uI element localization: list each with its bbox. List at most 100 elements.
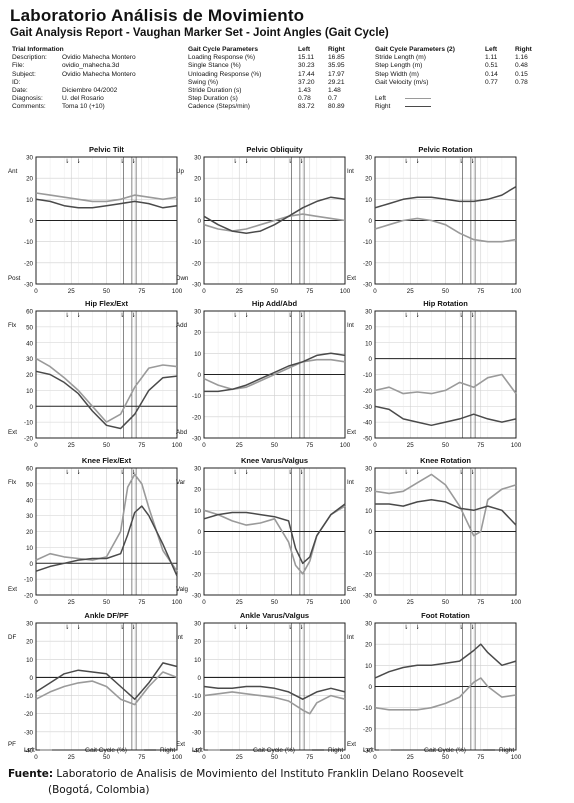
- legend-axis-title: Gait Cycle (%): [85, 747, 127, 754]
- x-tick-label: 50: [442, 442, 449, 449]
- x-tick-label: 25: [68, 288, 75, 295]
- trial-info-heading: Trial Information: [12, 46, 64, 53]
- y-tick-label: 20: [365, 487, 372, 494]
- x-tick-label: 25: [407, 754, 414, 761]
- event-marker-icon: ⇂: [119, 624, 124, 631]
- x-tick-label: 75: [477, 442, 484, 449]
- x-tick-label: 50: [271, 442, 278, 449]
- legend-right-swatch: [405, 105, 431, 108]
- plot-frame: [35, 156, 178, 285]
- x-tick-label: 100: [511, 288, 522, 295]
- param-left: 30.23: [298, 62, 315, 70]
- trial-label: Subject:: [12, 70, 36, 78]
- y-tick-label: 10: [365, 663, 372, 670]
- x-tick-label: 0: [202, 599, 206, 606]
- x-tick-label: 75: [477, 599, 484, 606]
- param-right: 0.78: [515, 78, 528, 86]
- y-tick-label: -20: [363, 726, 373, 733]
- event-marker-icon: ⇂: [470, 469, 475, 476]
- y-tick-label: 0: [30, 404, 34, 411]
- x-tick-label: 0: [202, 754, 206, 761]
- series-line-left: [35, 357, 178, 423]
- direction-label-top: Add: [176, 322, 188, 329]
- series-line-right: [204, 352, 346, 393]
- y-tick-label: 0: [30, 218, 34, 225]
- param-left: 0.78: [298, 95, 311, 103]
- x-tick-label: 75: [138, 288, 145, 295]
- y-tick-label: 0: [198, 218, 202, 225]
- event-marker-icon: ⇂: [131, 158, 136, 165]
- x-tick-label: 50: [442, 754, 449, 761]
- x-tick-label: 0: [34, 754, 38, 761]
- y-tick-label: 10: [194, 657, 201, 664]
- y-tick-label: 0: [369, 218, 373, 225]
- x-tick-label: 100: [511, 442, 522, 449]
- x-tick-label: 100: [172, 288, 183, 295]
- chart-panel: Hip Rotation -50 -40 -30 -20 -10 0 10 20 30 0 25 50 7…: [347, 299, 522, 449]
- chart-title: Ankle DF/PF: [84, 611, 129, 620]
- legend-left-text: Left: [24, 747, 35, 754]
- y-tick-label: 20: [194, 487, 201, 494]
- x-tick-label: 75: [477, 288, 484, 295]
- legend-right-label: Right: [375, 103, 391, 111]
- report-subtitle: Gait Analysis Report - Vaughan Marker Se…: [10, 27, 389, 39]
- report-title: Laboratorio Análisis de Movimiento: [10, 6, 305, 25]
- trial-label: Description:: [12, 54, 47, 62]
- y-tick-label: 20: [26, 176, 33, 183]
- event-marker-icon: ⇂: [76, 312, 81, 319]
- series-line-left: [374, 677, 517, 711]
- x-tick-label: 75: [306, 288, 313, 295]
- x-tick-label: 75: [306, 442, 313, 449]
- x-tick-label: 100: [511, 754, 522, 761]
- series-line-right: [203, 196, 346, 234]
- y-tick-label: -20: [24, 260, 34, 267]
- y-tick-label: 0: [198, 372, 202, 379]
- y-tick-label: -10: [192, 693, 202, 700]
- legend-right-text: Right: [499, 747, 514, 754]
- x-tick-label: 50: [442, 288, 449, 295]
- event-marker-icon: ⇂: [415, 312, 420, 319]
- event-marker-icon: ⇂: [119, 312, 124, 319]
- y-tick-label: 20: [365, 176, 372, 183]
- y-tick-label: 20: [26, 529, 33, 536]
- event-marker-icon: ⇂: [76, 158, 81, 165]
- event-marker-icon: ⇂: [65, 469, 70, 476]
- trial-label: File:: [12, 62, 25, 70]
- y-tick-label: -20: [192, 260, 202, 267]
- param-right: 29.21: [328, 78, 345, 86]
- x-tick-label: 75: [477, 754, 484, 761]
- y-tick-label: 0: [30, 675, 34, 682]
- event-marker-icon: ⇂: [244, 624, 249, 631]
- y-tick-label: 10: [365, 508, 372, 515]
- legend-left-text: Left: [192, 747, 203, 754]
- y-tick-label: -30: [192, 436, 202, 443]
- param-label: Cadence (Steps/min): [188, 103, 250, 111]
- param-right: 0.7: [328, 95, 338, 103]
- series-line-left: [35, 671, 178, 706]
- x-tick-label: 0: [34, 442, 38, 449]
- y-tick-label: -20: [363, 388, 373, 395]
- direction-label-top: Flx: [8, 322, 17, 329]
- x-tick-label: 75: [306, 599, 313, 606]
- chart-title: Knee Flex/Ext: [82, 456, 132, 465]
- y-tick-label: -10: [192, 393, 202, 400]
- y-tick-label: 30: [365, 309, 372, 316]
- y-tick-label: -10: [363, 705, 373, 712]
- y-tick-label: 10: [365, 197, 372, 204]
- chart-panel: Knee Flex/Ext -20 -10 0 10 20 30 40 50 60 0 25 50 75 1…: [8, 456, 183, 606]
- x-tick-label: 25: [407, 442, 414, 449]
- series-line-left: [374, 217, 517, 243]
- param-left: 17.44: [298, 70, 315, 78]
- event-marker-icon: ⇂: [299, 624, 304, 631]
- event-marker-icon: ⇂: [76, 624, 81, 631]
- chart-title: Hip Add/Abd: [252, 299, 298, 308]
- y-tick-label: 20: [365, 324, 372, 331]
- gait-cycle-legend: Left Gait Cycle (%) Right: [192, 747, 343, 754]
- event-marker-icon: ⇂: [287, 312, 292, 319]
- direction-label-top: Int: [347, 634, 354, 641]
- direction-label-bottom: Post: [8, 275, 21, 282]
- y-tick-label: 50: [26, 324, 33, 331]
- trial-label: Date:: [12, 86, 28, 94]
- chart-title: Pelvic Obliquity: [246, 145, 303, 154]
